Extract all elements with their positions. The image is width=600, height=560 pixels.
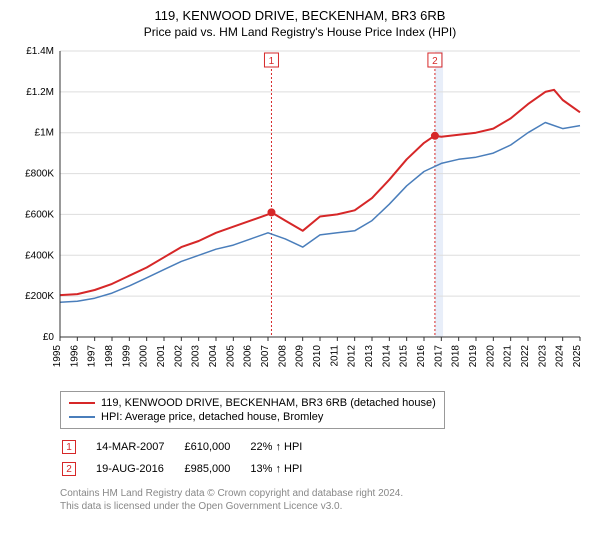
svg-text:2008: 2008 xyxy=(277,345,288,368)
sales-table: 1 14-MAR-2007£610,00022% ↑ HPI 2 19-AUG-201… xyxy=(60,435,322,481)
svg-text:2004: 2004 xyxy=(208,345,219,368)
svg-text:2021: 2021 xyxy=(503,345,514,368)
svg-text:£400K: £400K xyxy=(25,250,54,261)
svg-text:1999: 1999 xyxy=(121,345,132,368)
chart-title-line1: 119, KENWOOD DRIVE, BECKENHAM, BR3 6RB xyxy=(8,8,592,23)
legend-swatch xyxy=(69,402,95,404)
svg-text:1997: 1997 xyxy=(87,345,98,368)
table-row: 2 19-AUG-2016£985,00013% ↑ HPI xyxy=(62,459,320,479)
footer-attribution: Contains HM Land Registry data © Crown c… xyxy=(60,487,592,513)
svg-text:£0: £0 xyxy=(43,332,55,343)
svg-text:2006: 2006 xyxy=(243,345,254,368)
sale-marker-badge: 1 xyxy=(62,440,76,454)
svg-text:2: 2 xyxy=(432,56,438,67)
svg-text:2022: 2022 xyxy=(520,345,531,368)
svg-text:2015: 2015 xyxy=(399,345,410,368)
sale-price: £985,000 xyxy=(184,459,248,479)
svg-text:2009: 2009 xyxy=(295,345,306,368)
svg-text:2003: 2003 xyxy=(191,345,202,368)
svg-text:£800K: £800K xyxy=(25,169,54,180)
svg-text:1995: 1995 xyxy=(52,345,63,368)
sale-date: 14-MAR-2007 xyxy=(96,437,182,457)
svg-text:£200K: £200K xyxy=(25,291,54,302)
table-row: 1 14-MAR-2007£610,00022% ↑ HPI xyxy=(62,437,320,457)
svg-text:2002: 2002 xyxy=(173,345,184,368)
svg-text:2014: 2014 xyxy=(381,345,392,368)
svg-text:£1.2M: £1.2M xyxy=(26,87,54,98)
svg-text:2023: 2023 xyxy=(537,345,548,368)
footer-line2: This data is licensed under the Open Gov… xyxy=(60,500,592,513)
legend-item: HPI: Average price, detached house, Brom… xyxy=(69,410,436,424)
svg-text:2018: 2018 xyxy=(451,345,462,368)
footer-line1: Contains HM Land Registry data © Crown c… xyxy=(60,487,592,500)
sale-delta: 13% ↑ HPI xyxy=(250,459,320,479)
sale-price: £610,000 xyxy=(184,437,248,457)
svg-text:2025: 2025 xyxy=(572,345,583,368)
sale-delta: 22% ↑ HPI xyxy=(250,437,320,457)
svg-text:2013: 2013 xyxy=(364,345,375,368)
svg-text:2016: 2016 xyxy=(416,345,427,368)
svg-text:2007: 2007 xyxy=(260,345,271,368)
chart-title-line2: Price paid vs. HM Land Registry's House … xyxy=(8,25,592,39)
svg-text:2019: 2019 xyxy=(468,345,479,368)
sale-marker-badge: 2 xyxy=(62,462,76,476)
svg-text:2000: 2000 xyxy=(139,345,150,368)
svg-text:2001: 2001 xyxy=(156,345,167,368)
svg-text:1: 1 xyxy=(269,56,275,67)
svg-text:2024: 2024 xyxy=(555,345,566,368)
legend: 119, KENWOOD DRIVE, BECKENHAM, BR3 6RB (… xyxy=(60,391,445,429)
legend-label: HPI: Average price, detached house, Brom… xyxy=(101,411,323,423)
svg-text:£600K: £600K xyxy=(25,209,54,220)
svg-text:2017: 2017 xyxy=(433,345,444,368)
sale-date: 19-AUG-2016 xyxy=(96,459,182,479)
legend-item: 119, KENWOOD DRIVE, BECKENHAM, BR3 6RB (… xyxy=(69,396,436,410)
svg-text:1996: 1996 xyxy=(69,345,80,368)
svg-text:£1.4M: £1.4M xyxy=(26,46,54,57)
svg-text:2012: 2012 xyxy=(347,345,358,368)
svg-text:2020: 2020 xyxy=(485,345,496,368)
svg-text:2011: 2011 xyxy=(329,345,340,367)
legend-swatch xyxy=(69,416,95,418)
svg-text:1998: 1998 xyxy=(104,345,115,368)
legend-label: 119, KENWOOD DRIVE, BECKENHAM, BR3 6RB (… xyxy=(101,397,436,409)
svg-text:2010: 2010 xyxy=(312,345,323,368)
chart-area: £0 £200K £400K £600K £800K £1M £1.2M £1.4M 1 2 199… xyxy=(8,45,592,385)
line-chart-svg: £0 £200K £400K £600K £800K £1M £1.2M £1.4M 1 2 199… xyxy=(8,45,592,385)
svg-text:£1M: £1M xyxy=(35,128,54,139)
svg-text:2005: 2005 xyxy=(225,345,236,368)
